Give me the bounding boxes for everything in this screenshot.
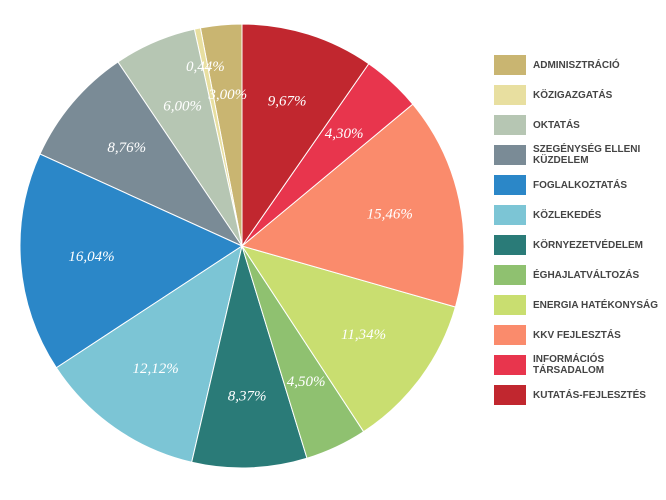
- legend-item: KKV FEJLESZTÁS: [494, 320, 664, 350]
- legend-label: INFORMÁCIÓS TÁRSADALOM: [533, 354, 605, 376]
- legend-swatch: [494, 355, 526, 375]
- value-label: 8,37%: [228, 388, 267, 404]
- value-label: 8,76%: [107, 140, 146, 156]
- legend-label: KKV FEJLESZTÁS: [533, 329, 621, 341]
- legend-label: KÖRNYEZETVÉDELEM: [533, 239, 644, 251]
- value-label: 4,50%: [287, 374, 326, 390]
- value-label: 0,44%: [186, 59, 225, 75]
- legend-swatch: [494, 115, 526, 135]
- value-label: 12,12%: [132, 361, 178, 377]
- pie-slice: [39, 61, 244, 248]
- legend-swatch: [494, 325, 526, 345]
- legend: ADMINISZTRÁCIÓ KÖZIGAZGATÁS OKTATÁS SZEGÉNY…: [494, 50, 664, 410]
- legend-label: KUTATÁS-FEJLESZTÉS: [533, 389, 646, 401]
- legend-item: SZEGÉNYSÉG ELLENI KÜZDELEM: [494, 140, 664, 170]
- legend-item: FOGLALKOZTATÁS: [494, 170, 664, 200]
- chart: 3,00% 0,44% 6,00% 8,76% 16,04% 12,12% 8,37% 4,5…: [19, 23, 465, 469]
- legend-item: KÖRNYEZETVÉDELEM: [494, 230, 664, 260]
- legend-item: ÉGHAJLATVÁLTOZÁS: [494, 260, 664, 290]
- legend-item: KÖZIGAZGATÁS: [494, 80, 664, 110]
- legend-label: FOGLALKOZTATÁS: [533, 179, 628, 191]
- legend-swatch: [494, 55, 526, 75]
- pie-slice: [240, 245, 457, 433]
- legend-label: ADMINISZTRÁCIÓ: [533, 59, 620, 71]
- pie-slice: [191, 244, 308, 469]
- legend-swatch: [494, 175, 526, 195]
- value-label: 9,67%: [268, 93, 307, 109]
- legend-label: SZEGÉNYSÉG ELLENI KÜZDELEM: [533, 144, 641, 166]
- legend-swatch: [494, 85, 526, 105]
- value-label: 16,04%: [68, 249, 114, 265]
- pie-slice: [55, 244, 243, 463]
- legend-label: KÖZLEKEDÉS: [533, 209, 602, 221]
- pie-slice: [19, 153, 244, 369]
- legend-label: KÖZIGAZGATÁS: [533, 89, 613, 101]
- pie-slice: [240, 103, 465, 308]
- value-label: 15,46%: [367, 206, 413, 222]
- legend-item: KÖZLEKEDÉS: [494, 200, 664, 230]
- legend-item: KUTATÁS-FEJLESZTÉS: [494, 380, 664, 410]
- legend-item: OKTATÁS: [494, 110, 664, 140]
- legend-swatch: [494, 145, 526, 165]
- legend-swatch: [494, 385, 526, 405]
- legend-swatch: [494, 205, 526, 225]
- legend-swatch: [494, 295, 526, 315]
- value-label: 11,34%: [341, 327, 386, 343]
- legend-item: ENERGIA HATÉKONYSÁG: [494, 290, 664, 320]
- legend-label: OKTATÁS: [533, 119, 580, 131]
- value-label: 6,00%: [163, 99, 202, 115]
- value-label: 3,00%: [207, 87, 247, 103]
- legend-swatch: [494, 235, 526, 255]
- legend-swatch: [494, 265, 526, 285]
- legend-label: ÉGHAJLATVÁLTOZÁS: [533, 269, 640, 281]
- legend-item: INFORMÁCIÓS TÁRSADALOM: [494, 350, 664, 380]
- legend-label: ENERGIA HATÉKONYSÁG: [533, 299, 659, 311]
- value-label: 4,30%: [325, 126, 364, 142]
- pie-slice: [241, 23, 370, 248]
- legend-item: ADMINISZTRÁCIÓ: [494, 50, 664, 80]
